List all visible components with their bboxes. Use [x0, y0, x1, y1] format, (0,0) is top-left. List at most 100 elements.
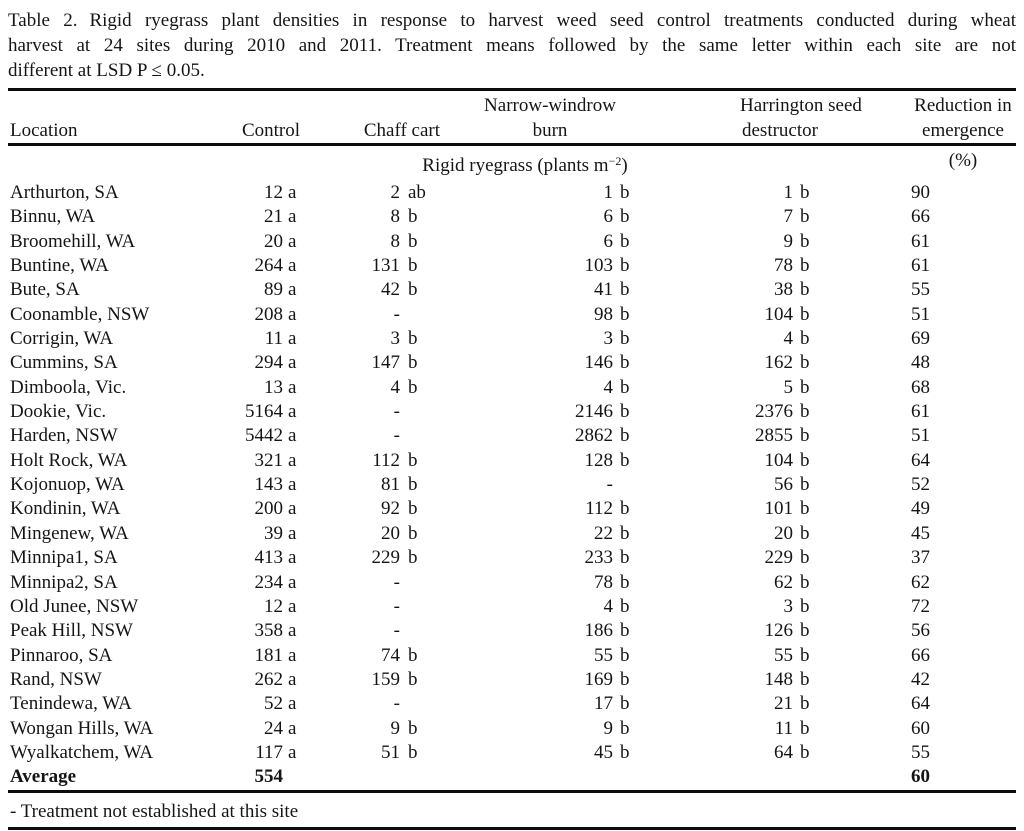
location-cell: Pinnaroo, SA [10, 644, 113, 666]
sig-letter: b [800, 644, 810, 666]
sig-letter [400, 424, 440, 448]
header-chaff-cart: Chaff cart [363, 120, 440, 141]
control-cell: 208 a [230, 303, 300, 327]
table-row: Buntine, WA 264 a 131 b 103 b 78 b 61 [8, 254, 1016, 278]
reduction-cell: 62 [911, 571, 930, 593]
value: 41 [594, 279, 613, 301]
sig-letter: a [288, 303, 297, 325]
reduction-cell: 66 [911, 206, 930, 228]
location-cell: Holt Rock, WA [10, 449, 128, 471]
burn-cell: 2146 b [440, 400, 640, 424]
value: 147 [371, 352, 401, 374]
control-cell: 234 a [230, 571, 300, 595]
control-cell: 117 a [230, 741, 300, 765]
chaff-cell: 81 b [300, 473, 440, 497]
location-cell: Bute, SA [10, 279, 80, 301]
value: 413 [254, 547, 284, 569]
sig-letter: b [620, 303, 630, 325]
burn-cell: 41 b [440, 278, 640, 302]
control-cell: 262 a [230, 668, 300, 692]
value: 126 [764, 620, 794, 642]
value: 143 [254, 474, 284, 496]
chaff-cell: 51 b [300, 741, 440, 765]
sig-letter: b [408, 644, 418, 666]
chaff-cell: - [300, 692, 440, 716]
harrington-cell: 148 b [640, 668, 820, 692]
average-chaff-cell [300, 765, 440, 789]
value: - [393, 595, 400, 617]
reduction-cell: 45 [911, 522, 930, 544]
value: - [393, 693, 400, 715]
value: 264 [254, 255, 284, 277]
chaff-cell: - [300, 303, 440, 327]
value: 21 [774, 693, 793, 715]
value: 74 [381, 644, 400, 666]
reduction-cell: 68 [911, 376, 930, 398]
harrington-cell: 229 b [640, 546, 820, 570]
chaff-cell: 20 b [300, 522, 440, 546]
reduction-cell: 51 [911, 303, 930, 325]
harrington-cell: 104 b [640, 449, 820, 473]
burn-cell: 112 b [440, 497, 640, 521]
table-units-row: Rigid ryegrass (plants m−2) (%) [8, 146, 1016, 176]
value: 4 [390, 376, 401, 398]
burn-cell: 186 b [440, 619, 640, 643]
average-reduction-cell: 60 [911, 766, 930, 788]
reduction-cell: 64 [911, 693, 930, 715]
header-hsd-line2: destructor [742, 120, 818, 141]
value: 3 [603, 328, 614, 350]
sig-letter: b [620, 401, 630, 423]
control-cell: 181 a [230, 644, 300, 668]
harrington-cell: 62 b [640, 571, 820, 595]
value: 128 [584, 449, 614, 471]
location-cell: Buntine, WA [10, 255, 109, 277]
value: 2146 [575, 401, 613, 423]
reduction-cell: 72 [911, 595, 930, 617]
table-top-rule [8, 88, 1016, 91]
value: 45 [594, 741, 613, 763]
harrington-cell: 101 b [640, 497, 820, 521]
location-cell: Minnipa2, SA [10, 571, 118, 593]
burn-cell: 17 b [440, 692, 640, 716]
value: 169 [584, 668, 614, 690]
control-cell: 294 a [230, 351, 300, 375]
burn-cell: 169 b [440, 668, 640, 692]
value: 101 [764, 498, 794, 520]
chaff-cell: 2 ab [300, 181, 440, 205]
header-reduction-in-emergence: Reduction in emergence [820, 93, 1016, 143]
table-bottom-rule [8, 789, 1016, 793]
sig-letter: b [800, 328, 810, 350]
average-control-value: 554 [254, 766, 284, 788]
sig-letter: b [800, 595, 810, 617]
control-cell: 5442 a [230, 424, 300, 448]
location-cell: Broomehill, WA [10, 230, 136, 252]
location-cell: Coonamble, NSW [10, 303, 150, 325]
value: 78 [594, 571, 613, 593]
control-cell: 12 a [230, 181, 300, 205]
location-cell: Wongan Hills, WA [10, 717, 154, 739]
value: 3 [783, 595, 794, 617]
reduction-cell: 48 [911, 352, 930, 374]
table-row: Tenindewa, WA 52 a - 17 b 21 b 64 [8, 692, 1016, 716]
sig-letter: a [288, 328, 297, 350]
value: 104 [764, 303, 794, 325]
sig-letter: a [288, 741, 297, 763]
reduction-cell: 90 [911, 182, 930, 203]
reduction-cell: 55 [911, 279, 930, 301]
sig-letter: b [620, 352, 630, 374]
sig-letter: b [620, 620, 630, 642]
control-cell: 143 a [230, 473, 300, 497]
harrington-cell: 78 b [640, 254, 820, 278]
caption-line-1-text: Rigid ryegrass plant densities in respon… [89, 10, 1016, 31]
harrington-cell: 56 b [640, 473, 820, 497]
sig-letter: b [800, 376, 810, 398]
table-row: Bute, SA 89 a 42 b 41 b 38 b 55 [8, 278, 1016, 302]
value: 159 [371, 668, 401, 690]
sig-letter: b [408, 255, 418, 277]
average-harrington-cell [640, 765, 820, 789]
sig-letter: b [800, 474, 810, 496]
sig-letter: a [288, 230, 297, 252]
